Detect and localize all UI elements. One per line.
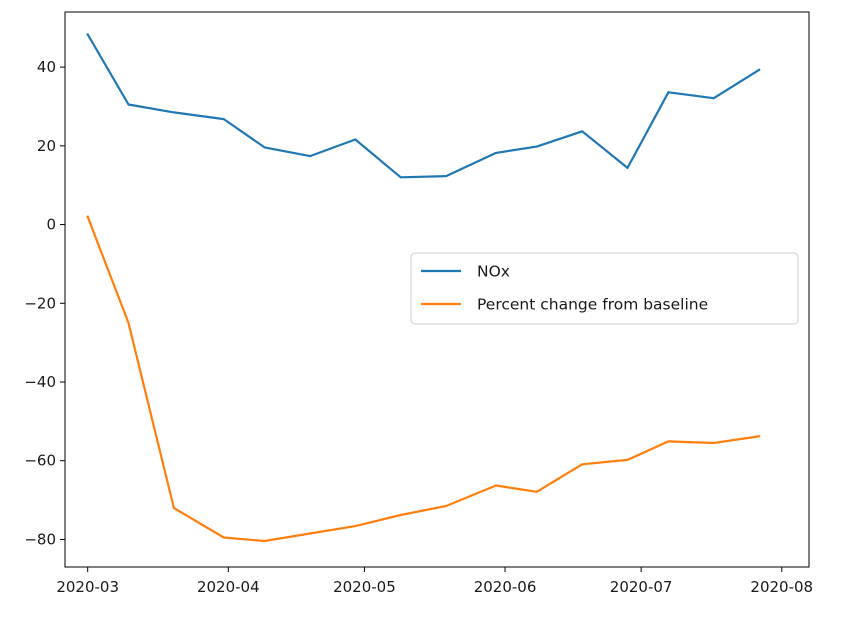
y-tick-label: −80: [24, 530, 56, 548]
data-point: [626, 458, 629, 461]
data-point: [222, 536, 225, 539]
data-point: [495, 151, 497, 154]
y-tick-label: −20: [24, 294, 56, 312]
data-point: [172, 507, 175, 509]
x-tick-label: 2020-07: [610, 578, 673, 596]
data-point: [354, 525, 357, 528]
data-point: [172, 111, 175, 114]
data-point: [581, 130, 584, 133]
data-point: [535, 490, 538, 493]
legend-label: Percent change from baseline: [477, 296, 708, 314]
data-point: [758, 68, 761, 71]
y-tick-label: 0: [46, 216, 56, 234]
data-point: [581, 463, 584, 466]
data-point: [667, 91, 670, 94]
legend-label: NOx: [477, 263, 510, 281]
x-tick-label: 2020-04: [197, 578, 260, 596]
x-tick-label: 2020-05: [333, 578, 396, 596]
data-point: [399, 514, 402, 516]
y-axis: 40 20 0 −20 −40 −60 −80: [24, 58, 65, 548]
data-point: [445, 175, 448, 178]
series-line-1: [86, 215, 761, 543]
data-point: [127, 103, 130, 106]
data-point: [309, 532, 311, 535]
data-point: [399, 176, 402, 179]
data-point: [758, 435, 761, 438]
data-point: [263, 540, 266, 542]
data-point: [263, 146, 266, 149]
data-point: [86, 215, 89, 218]
data-point: [626, 166, 629, 169]
legend: NOx Percent change from baseline: [410, 252, 799, 325]
x-tick-label: 2020-03: [56, 578, 119, 596]
data-point: [445, 505, 448, 507]
data-point: [309, 155, 311, 158]
x-axis: 2020-03 2020-04 2020-05 2020-06 2020-07 2020-…: [56, 567, 813, 596]
y-tick-label: 20: [37, 137, 56, 155]
data-point: [667, 440, 670, 443]
series-line-0: [86, 32, 761, 179]
y-tick-label: −40: [24, 373, 56, 391]
data-point: [127, 322, 130, 324]
data-point: [535, 145, 538, 148]
series-layer: [86, 32, 761, 543]
plot-frame: [64, 11, 810, 568]
y-tick-label: −60: [24, 452, 56, 470]
data-point: [495, 484, 497, 487]
x-tick-label: 2020-06: [474, 578, 537, 596]
x-tick-label: 2020-08: [750, 578, 813, 596]
data-point: [712, 442, 715, 444]
data-point: [222, 118, 225, 121]
y-tick-label: 40: [37, 58, 56, 76]
data-point: [86, 33, 89, 36]
legend-box: [410, 252, 799, 325]
data-point: [354, 138, 357, 141]
data-point: [712, 97, 715, 100]
